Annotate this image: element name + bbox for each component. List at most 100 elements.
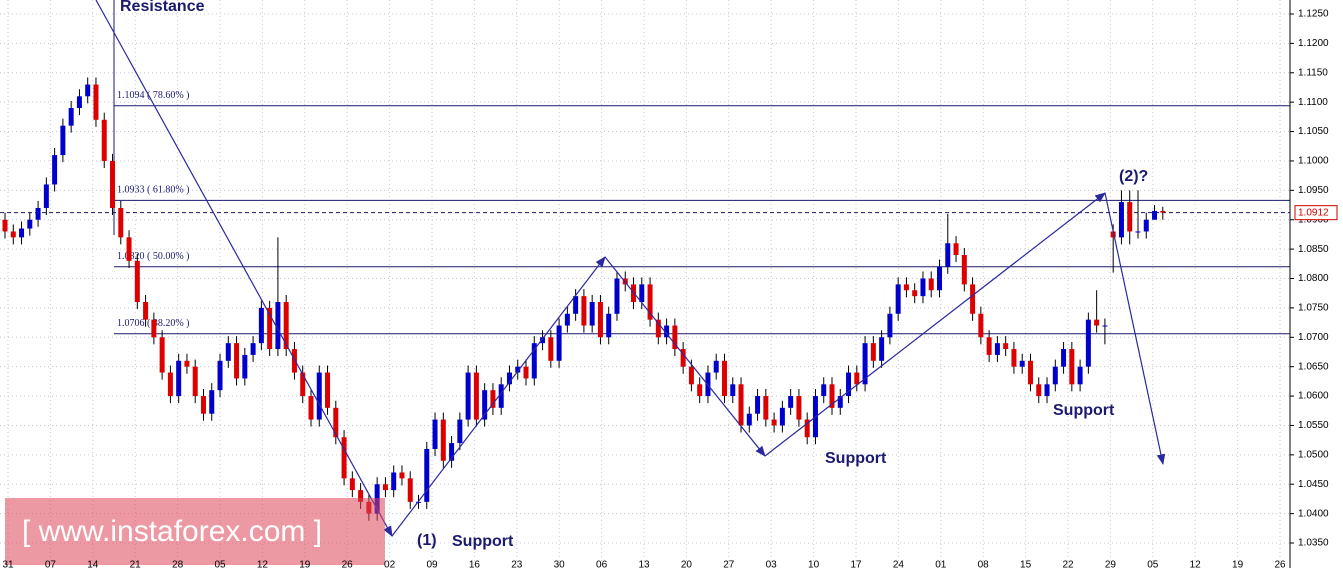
x-tick-label: 07 [45,560,57,568]
candle-body [746,413,752,426]
candle-body [465,372,471,420]
y-tick-label: 1.1050 [1298,126,1329,137]
y-tick-label: 1.0800 [1298,273,1329,284]
x-tick-label: 19 [1232,560,1244,568]
candle-body [970,284,976,314]
x-tick-label: 17 [850,560,862,568]
y-tick-label: 1.0600 [1298,391,1329,402]
x-tick-label: 23 [511,560,523,568]
annotation: Support [1053,402,1115,419]
candle-body [614,278,620,314]
arrow [391,256,606,537]
x-tick-label: 26 [1274,560,1286,568]
candle-body [721,360,727,397]
y-tick-label: 1.0400 [1298,508,1329,519]
annotation: (2)? [1119,168,1148,185]
candle-body [134,260,140,303]
candle-body [920,278,926,297]
y-tick-label: 1.0850 [1298,244,1329,255]
candle-body [937,266,943,291]
y-tick-label: 1.1100 [1298,97,1328,108]
fib-label: 1.0820 ( 50.00% ) [117,251,190,262]
candle-body [1044,384,1050,397]
candle-body [416,501,421,503]
arrow [1104,192,1166,466]
candle-body [341,437,347,479]
candle-body [184,360,190,367]
candle-body [713,360,719,373]
wave-arrows [95,0,1166,537]
candle-body [506,372,512,385]
y-tick-label: 1.0550 [1298,420,1329,431]
x-tick-label: 12 [1190,560,1202,568]
y-tick-label: 1.0950 [1298,185,1329,196]
candle-body [573,296,579,314]
candle-body [225,343,231,361]
candle-body [755,396,761,414]
x-tick-label: 24 [893,560,905,568]
candle-body [870,343,876,361]
candle-body [821,384,827,397]
candle-body [167,372,173,397]
candle-body [556,325,562,361]
candle-body [457,419,463,444]
candle-body [738,384,744,426]
candles [2,77,1166,521]
candle-body [1019,360,1025,367]
annotation: Support [825,450,887,467]
candle-body [1127,202,1133,232]
candle-body [110,160,116,208]
candle-body [234,343,240,379]
candle-body [308,396,314,420]
x-tick-label: 13 [638,560,650,568]
x-tick-label: 20 [681,560,693,568]
candle-body [93,84,99,120]
candle-body [27,219,33,229]
y-tick-label: 1.1000 [1298,156,1329,167]
candle-body [597,302,603,338]
candle-body [1118,202,1124,238]
candle-body [19,228,25,238]
x-tick-label: 15 [1020,560,1032,568]
candle-body [837,396,843,408]
candle-body [581,296,587,326]
x-tick-label: 03 [766,560,778,568]
candle-body [1152,210,1158,220]
candle-body [1077,366,1083,385]
candle-body [928,278,934,291]
candle-body [846,372,852,397]
candle-body [1143,219,1149,232]
x-tick-label: 08 [978,560,990,568]
candle-body [672,325,678,350]
x-tick-label: 05 [1147,560,1159,568]
candle-body [1003,343,1009,350]
arrow [95,0,393,537]
candle-body [986,337,992,355]
candle-body [267,307,273,350]
candle-body [515,366,521,373]
candle-body [763,396,769,420]
candle-body [1135,231,1141,233]
candle-body [159,337,165,373]
y-tick-label: 1.0350 [1298,538,1329,549]
candle-body [498,384,504,408]
candle-body [151,319,157,338]
candle-body [540,337,546,344]
candle-body [1011,349,1017,367]
candle-body [325,372,331,408]
x-tick-label: 30 [554,560,566,568]
axis-background [1290,0,1343,568]
candle-body [564,313,570,326]
candle-body [432,419,438,449]
x-tick-label: 09 [426,560,438,568]
candle-body [655,319,661,338]
candle-body [101,119,107,161]
candle-body [1085,319,1091,367]
candle-body [250,343,256,355]
candle-body [217,360,223,391]
candle-body [126,237,132,261]
candle-body [945,243,951,267]
